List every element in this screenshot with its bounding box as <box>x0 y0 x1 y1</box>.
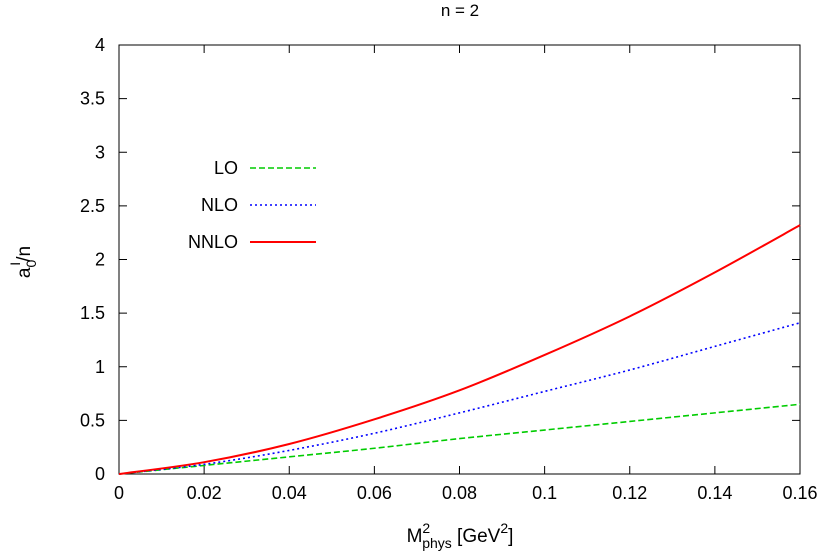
x-tick-label: 0.16 <box>782 483 817 503</box>
x-tick-label: 0.12 <box>612 483 647 503</box>
plot-area <box>118 44 801 475</box>
x-tick-label: 0.08 <box>442 483 477 503</box>
x-tick-label: 0.02 <box>187 483 222 503</box>
x-tick-label: 0.14 <box>697 483 732 503</box>
x-axis-label: M2 phys [GeV2] <box>407 520 514 551</box>
y-tick-label: 2 <box>95 250 105 270</box>
legend-label-lo: LO <box>214 158 238 178</box>
series-line-nlo <box>118 322 801 475</box>
chart-title: n = 2 <box>441 1 479 20</box>
series-line-nnlo <box>118 224 801 475</box>
y-tick-label: 3.5 <box>80 89 105 109</box>
y-tick-label: 0.5 <box>80 410 105 430</box>
y-tick-label: 0 <box>95 464 105 484</box>
y-tick-label: 3 <box>95 142 105 162</box>
x-tick-label: 0 <box>114 483 124 503</box>
y-tick-label: 2.5 <box>80 196 105 216</box>
y-tick-label: 1.5 <box>80 303 105 323</box>
legend-label-nlo: NLO <box>201 195 238 215</box>
legend-label-nnlo: NNLO <box>188 232 238 252</box>
y-tick-label: 4 <box>95 35 105 55</box>
y-tick-label: 1 <box>95 357 105 377</box>
x-tick-label: 0.1 <box>532 483 557 503</box>
series-line-lo <box>118 403 801 475</box>
x-tick-label: 0.04 <box>272 483 307 503</box>
y-axis-label: a0I/n <box>7 246 39 278</box>
x-tick-label: 0.06 <box>357 483 392 503</box>
